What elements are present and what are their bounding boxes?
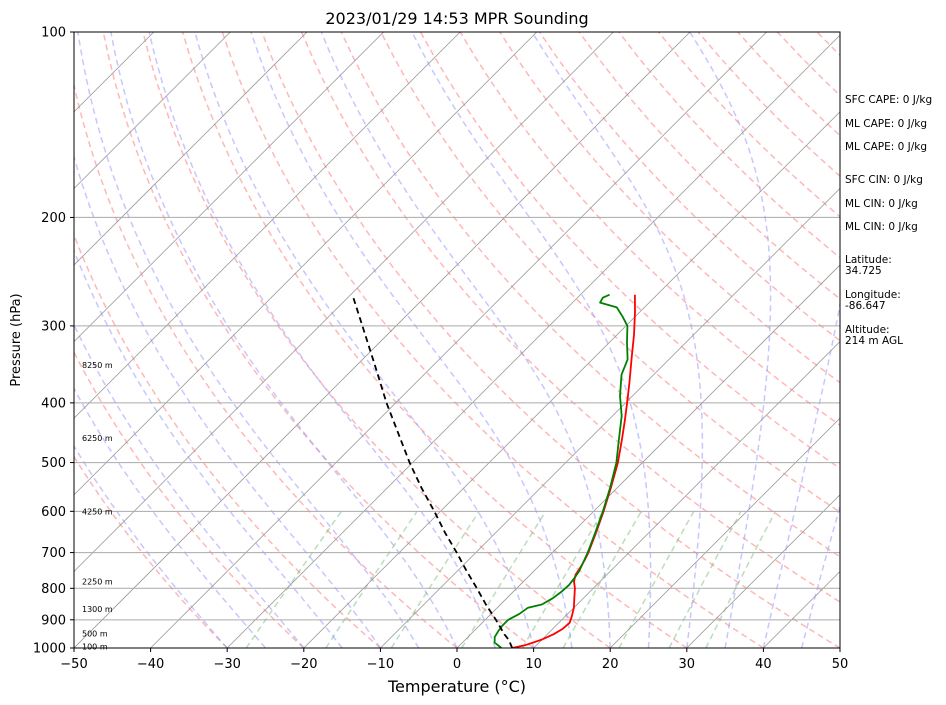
isotherm bbox=[686, 494, 840, 648]
dry-adiabat bbox=[538, 32, 840, 342]
x-tick-label: −20 bbox=[290, 657, 317, 672]
y-tick-label: 500 bbox=[41, 456, 66, 471]
moist-adiabat bbox=[250, 32, 573, 648]
isotherm bbox=[74, 32, 614, 572]
altitude-text: Altitude: 214 m AGL bbox=[845, 324, 903, 347]
height-label: 4250 m bbox=[82, 507, 113, 516]
x-tick-label: −50 bbox=[60, 657, 87, 672]
y-tick-label: 200 bbox=[41, 211, 66, 226]
isotherm bbox=[609, 417, 840, 648]
x-tick-label: −10 bbox=[367, 657, 394, 672]
plot-frame bbox=[73, 31, 841, 649]
x-tick-label: 30 bbox=[679, 657, 696, 672]
isotherm bbox=[226, 34, 840, 648]
moist-adiabat bbox=[411, 32, 652, 648]
x-axis-label: Temperature (°C) bbox=[387, 677, 526, 696]
height-labels: 8250 m 6250 m 4250 m 2250 m 1300 m 500 m 100 m bbox=[82, 361, 113, 652]
dry-adiabat bbox=[300, 32, 840, 603]
mixing-ratio-line bbox=[668, 510, 742, 648]
dry-adiabat bbox=[221, 32, 764, 648]
dry-adiabat bbox=[142, 32, 611, 648]
ml-cape-text: ML CAPE: 0 J/kg bbox=[845, 118, 928, 130]
isotherm bbox=[150, 32, 767, 648]
x-tick-label: 40 bbox=[755, 657, 772, 672]
y-tick-label: 400 bbox=[41, 396, 66, 411]
height-label: 6250 m bbox=[82, 434, 113, 443]
moist-adiabat bbox=[531, 32, 704, 648]
moist-adiabat bbox=[74, 386, 267, 648]
isotherm bbox=[533, 341, 840, 648]
dry-adiabat bbox=[578, 32, 840, 300]
longitude-text: Longitude: -86.647 bbox=[845, 289, 901, 312]
dry-adiabat bbox=[74, 233, 381, 648]
isotherm bbox=[303, 111, 840, 648]
mixing-ratio-line bbox=[461, 510, 547, 648]
x-tick-label: 20 bbox=[602, 657, 619, 672]
y-tick-label: 800 bbox=[41, 582, 66, 597]
moist-adiabat bbox=[194, 32, 535, 648]
height-label: 500 m bbox=[82, 630, 108, 639]
moist-adiabat bbox=[74, 154, 382, 648]
y-axis-ticks: 100 200 300 400 500 600 700 800 900 1000 bbox=[33, 26, 74, 657]
mixing-ratio-line bbox=[521, 510, 604, 648]
moist-adiabat bbox=[689, 32, 772, 648]
y-tick-label: 600 bbox=[41, 505, 66, 520]
ml-cin-text: ML CIN: 0 J/kg bbox=[845, 198, 918, 210]
pressure-grid bbox=[74, 32, 840, 648]
x-tick-label: 0 bbox=[453, 657, 461, 672]
x-tick-label: −40 bbox=[137, 657, 164, 672]
parcel-line bbox=[351, 295, 514, 648]
sfc-cape-text: SFC CAPE: 0 J/kg bbox=[845, 94, 933, 106]
dry-adiabat bbox=[102, 32, 535, 648]
moist-adiabat bbox=[762, 300, 840, 648]
y-tick-label: 700 bbox=[41, 546, 66, 561]
y-tick-label: 300 bbox=[41, 319, 66, 334]
isotherm bbox=[380, 187, 840, 648]
sfc-cin-text: SFC CIN: 0 J/kg bbox=[845, 174, 923, 186]
isotherm bbox=[74, 32, 308, 266]
dewpoint-line bbox=[493, 293, 629, 648]
dry-adiabat bbox=[74, 455, 228, 648]
isotherm bbox=[74, 32, 538, 496]
y-axis-label: Pressure (hPa) bbox=[9, 293, 24, 386]
dry-adiabat bbox=[261, 32, 840, 648]
isotherm bbox=[74, 32, 384, 343]
moist-adiabat bbox=[320, 32, 611, 648]
mixing-ratio-line bbox=[562, 510, 642, 648]
x-tick-label: 50 bbox=[832, 657, 849, 672]
isotherm bbox=[74, 32, 231, 189]
y-tick-label: 100 bbox=[41, 26, 66, 41]
height-label: 1300 m bbox=[82, 605, 113, 614]
latitude-text: Latitude: 34.725 bbox=[845, 254, 892, 277]
moist-adiabat bbox=[110, 32, 458, 648]
mixing-ratio-line bbox=[245, 510, 343, 648]
mixing-ratio-line bbox=[705, 510, 777, 648]
moist-adiabat bbox=[74, 444, 228, 648]
height-label: 100 m bbox=[82, 642, 108, 651]
ml-cape-text-2: ML CAPE: 0 J/kg bbox=[845, 141, 928, 153]
background-lines bbox=[74, 32, 840, 648]
temperature-line bbox=[512, 294, 636, 648]
height-label: 8250 m bbox=[82, 361, 113, 370]
moist-adiabat bbox=[148, 32, 497, 648]
dry-adiabat bbox=[74, 350, 305, 648]
moist-adiabat bbox=[800, 503, 840, 648]
ml-cin-text-2: ML CIN: 0 J/kg bbox=[845, 221, 918, 233]
moist-adiabat bbox=[74, 248, 343, 648]
x-axis-ticks: −50 −40 −30 −20 −10 0 10 20 30 40 50 bbox=[60, 648, 848, 672]
moist-adiabat bbox=[77, 32, 420, 648]
y-tick-label: 900 bbox=[41, 613, 66, 628]
profile-lines bbox=[351, 293, 636, 648]
chart-title: 2023/01/29 14:53 MPR Sounding bbox=[325, 9, 588, 28]
x-tick-label: 10 bbox=[525, 657, 542, 672]
dry-adiabat bbox=[181, 32, 688, 648]
isotherm bbox=[74, 32, 461, 419]
dry-adiabat bbox=[74, 82, 458, 648]
isotherm bbox=[74, 32, 691, 648]
y-tick-label: 1000 bbox=[33, 642, 66, 657]
height-label: 2250 m bbox=[82, 578, 113, 587]
x-tick-label: −30 bbox=[213, 657, 240, 672]
isotherm bbox=[456, 264, 840, 648]
